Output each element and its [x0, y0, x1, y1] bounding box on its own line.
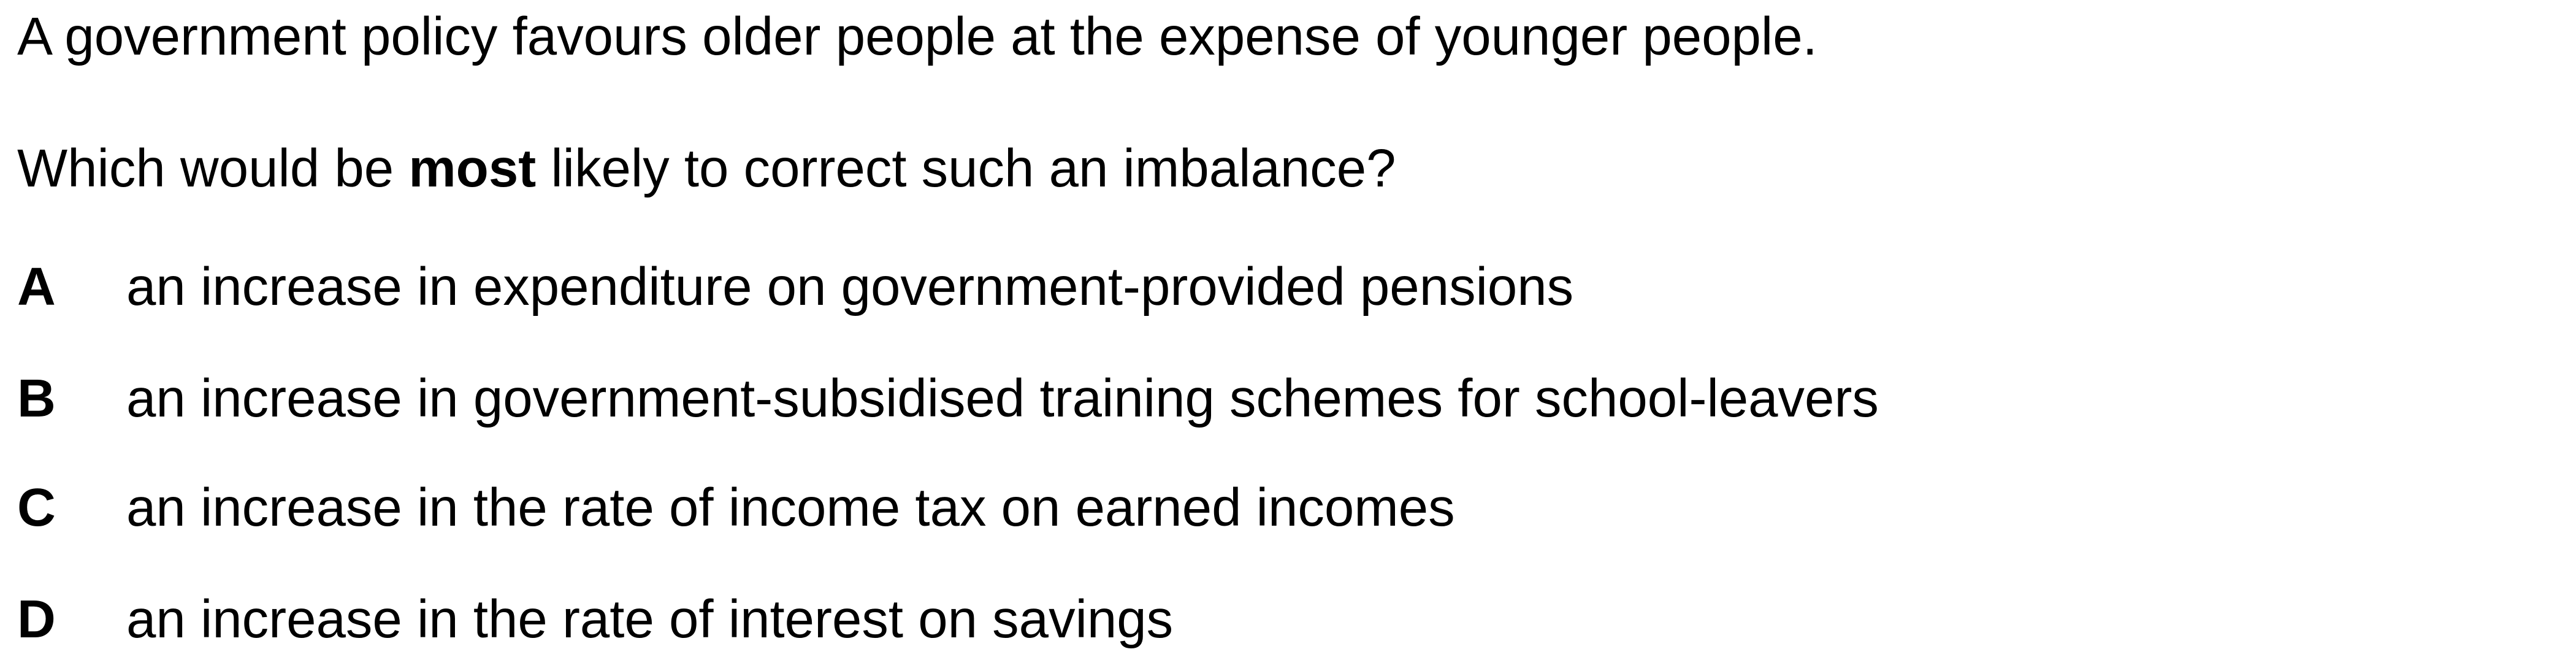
question-prompt-end: likely to correct such an imbalance? [536, 139, 1396, 198]
option-letter-d: D [17, 589, 56, 649]
option-letter-c: C [17, 478, 56, 537]
question-prompt: Which would be most likely to correct su… [17, 138, 1396, 199]
option-text-c: an increase in the rate of income tax on… [126, 478, 1455, 537]
question-prompt-start: Which would be [17, 139, 409, 198]
option-text-a: an increase in expenditure on government… [126, 257, 1574, 317]
option-letter-b: B [17, 369, 56, 428]
option-letter-a: A [17, 257, 56, 317]
question-emphasis: most [408, 139, 537, 198]
question-stem: A government policy favours older people… [17, 7, 1817, 66]
option-text-b: an increase in government-subsidised tra… [126, 369, 1879, 428]
option-text-d: an increase in the rate of interest on s… [126, 589, 1174, 649]
